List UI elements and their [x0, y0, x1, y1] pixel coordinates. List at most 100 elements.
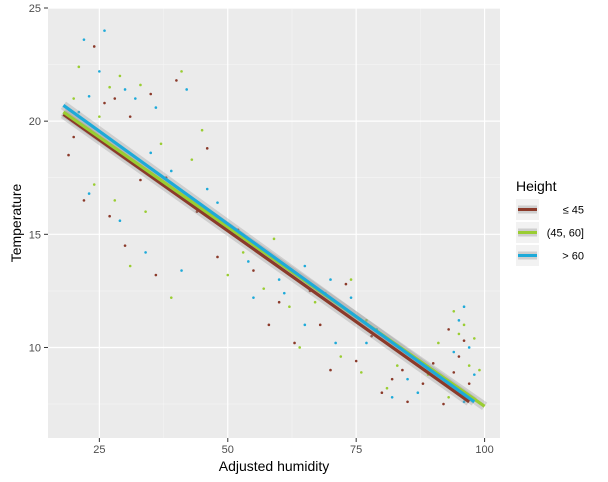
data-point	[205, 147, 209, 150]
x-axis-title: Adjusted humidity	[219, 458, 330, 474]
x-tick-label: 100	[475, 444, 493, 456]
data-point	[437, 341, 440, 345]
data-point	[149, 151, 153, 155]
x-tick-label: 50	[222, 444, 234, 456]
data-point	[457, 355, 461, 358]
y-tick-label: 25	[29, 3, 41, 15]
x-tick-label: 75	[350, 444, 362, 456]
data-point	[72, 97, 75, 100]
data-point	[277, 278, 281, 281]
data-point	[92, 183, 96, 186]
legend-label: (45, 60]	[547, 228, 584, 240]
data-point	[87, 94, 91, 98]
data-point	[385, 386, 389, 390]
y-tick-label: 20	[29, 116, 41, 128]
grid-major	[48, 7, 500, 438]
data-point	[113, 97, 117, 100]
data-point	[467, 346, 471, 349]
data-point	[349, 296, 353, 299]
data-point	[293, 341, 296, 345]
data-point	[267, 323, 271, 327]
data-point	[113, 199, 117, 202]
data-point	[67, 153, 70, 157]
data-point	[473, 337, 476, 340]
data-point	[462, 400, 466, 404]
x-tick-label: 25	[93, 444, 105, 456]
y-tick-label: 10	[29, 342, 41, 354]
data-point	[154, 273, 158, 277]
data-point	[123, 244, 127, 247]
data-point	[175, 79, 178, 82]
data-point	[103, 101, 106, 105]
data-point	[180, 269, 183, 272]
data-point	[365, 319, 368, 322]
data-point	[431, 362, 435, 365]
data-point	[303, 323, 307, 327]
data-point	[303, 264, 307, 268]
data-point	[98, 70, 101, 73]
data-point	[447, 395, 450, 399]
data-point	[390, 377, 394, 381]
data-point	[447, 328, 450, 331]
data-points	[67, 29, 481, 406]
data-point	[77, 110, 81, 114]
data-point	[82, 38, 86, 41]
data-point	[318, 323, 322, 327]
data-point	[118, 74, 122, 78]
data-point	[252, 269, 255, 272]
data-point	[252, 296, 255, 299]
y-axis-title: Temperature	[8, 183, 24, 262]
data-point	[154, 106, 158, 109]
legend-label: ≤ 45	[563, 205, 584, 217]
legend-label: > 60	[562, 251, 584, 263]
grid-minor	[48, 8, 500, 438]
data-point	[344, 282, 348, 286]
data-point	[288, 305, 291, 309]
data-point	[262, 287, 266, 290]
data-point	[406, 377, 409, 381]
data-point	[380, 391, 384, 395]
data-point	[180, 70, 183, 73]
data-point	[406, 400, 409, 404]
data-point	[272, 237, 276, 241]
data-point	[473, 373, 476, 376]
data-point	[329, 278, 332, 281]
data-point	[216, 255, 219, 259]
data-point	[349, 278, 353, 281]
data-point	[108, 85, 111, 89]
data-point	[98, 115, 101, 118]
data-point	[103, 29, 106, 32]
data-point	[452, 371, 456, 374]
data-point	[72, 135, 75, 139]
data-point	[216, 201, 219, 204]
data-point	[144, 251, 147, 254]
data-point	[401, 368, 404, 372]
data-point	[149, 92, 153, 96]
data-point	[128, 115, 132, 118]
trend-line	[62, 113, 471, 404]
data-point	[313, 300, 317, 304]
y-tick-label: 15	[29, 229, 41, 241]
data-point	[360, 371, 363, 374]
data-point	[370, 334, 373, 338]
data-point	[457, 332, 461, 336]
data-point	[159, 142, 163, 146]
trend-line	[62, 104, 476, 404]
legend: Height ≤ 45 (45, 60] > 60	[516, 178, 584, 266]
data-point	[92, 45, 96, 48]
data-point	[467, 382, 471, 385]
data-point	[416, 391, 420, 395]
trend-lines	[60, 101, 488, 411]
data-point	[123, 88, 127, 91]
data-point	[205, 187, 209, 191]
data-point	[277, 300, 281, 304]
data-point	[298, 346, 301, 349]
data-point	[365, 341, 368, 345]
data-point	[334, 341, 337, 345]
data-point	[169, 169, 173, 173]
data-point	[339, 355, 343, 358]
data-point	[241, 251, 245, 254]
data-point	[421, 382, 425, 385]
legend-title: Height	[516, 178, 557, 194]
